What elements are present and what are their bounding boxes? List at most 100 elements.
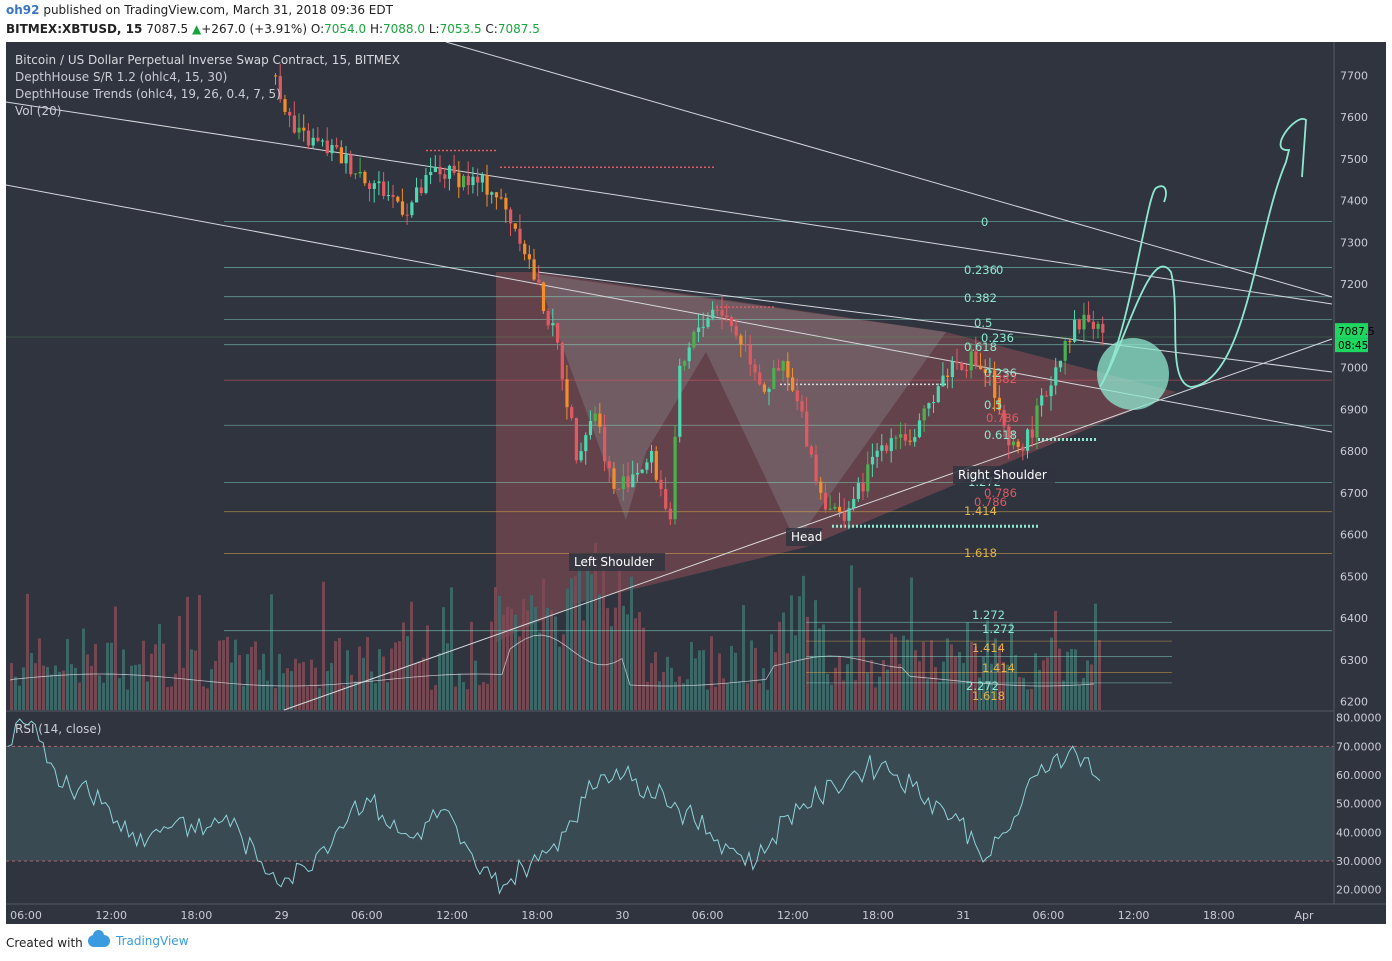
candle-body: [866, 464, 870, 492]
fib-label: 0.382: [964, 291, 997, 305]
volume-bar: [710, 636, 713, 710]
volume-bar: [26, 593, 29, 710]
candle-body: [405, 214, 409, 216]
volume-bar: [498, 596, 501, 710]
candle-body: [635, 472, 640, 475]
trend-line: [445, 42, 1333, 298]
volume-bar: [594, 542, 597, 710]
candle-body: [1073, 319, 1077, 342]
volume-bar: [894, 637, 897, 710]
fib-label: 1.272: [972, 608, 1005, 622]
volume-bar: [858, 587, 861, 710]
candle-body: [744, 344, 748, 346]
volume-bar: [886, 669, 889, 710]
volume-bar: [82, 628, 85, 710]
volume-bar: [554, 616, 557, 710]
candle-body: [946, 375, 950, 378]
volume-bar: [950, 644, 953, 710]
candle-body: [471, 176, 475, 186]
candle-body: [1091, 321, 1095, 329]
volume-bar: [170, 686, 173, 710]
candle-body: [983, 369, 987, 373]
volume-bar: [242, 685, 245, 710]
fib-label: 1.272: [982, 622, 1015, 636]
candle-body: [396, 196, 400, 202]
author-link[interactable]: oh92: [6, 3, 40, 17]
tradingview-link[interactable]: TradingView: [88, 930, 189, 948]
volume-bar: [398, 641, 401, 710]
volume-bar: [590, 574, 593, 710]
candle-body: [880, 445, 884, 451]
chart-canvas[interactable]: 00.236 00.3820.50.2360.6180.2360.3820.50.…: [6, 42, 1386, 924]
volume-bar: [270, 594, 273, 710]
volume-bar: [478, 685, 481, 710]
candle-body: [513, 223, 517, 229]
candle-body: [1040, 395, 1044, 406]
candle-body: [960, 362, 964, 370]
candle-body: [335, 145, 339, 148]
candle-body: [382, 181, 386, 196]
candle-body: [776, 367, 781, 371]
candle-body: [532, 259, 536, 280]
volume-bar: [442, 607, 445, 710]
candle-body: [668, 508, 672, 520]
volume-bar: [534, 607, 537, 710]
volume-bar: [562, 634, 565, 710]
change-value: +267.0 (+3.91%): [201, 22, 308, 36]
volume-bar: [926, 679, 929, 710]
volume-bar: [906, 639, 909, 710]
legend-volume-indicator[interactable]: Vol (20): [15, 104, 62, 118]
volume-bar: [738, 681, 741, 710]
volume-bar: [458, 673, 461, 710]
candle-body: [626, 476, 630, 488]
candle-body: [979, 365, 983, 370]
time-tick-label: 12:00: [777, 909, 809, 922]
volume-bar: [586, 567, 589, 710]
price-tick-label: 7500: [1340, 153, 1368, 166]
candle-body: [734, 326, 738, 336]
volume-bar: [370, 671, 373, 710]
candle-body: [664, 488, 668, 509]
candle-body: [673, 436, 677, 520]
candle-body: [997, 397, 1001, 411]
candle-body: [443, 174, 447, 179]
candle-body: [631, 474, 635, 488]
fib-label: 0.382: [984, 372, 1017, 386]
volume-bar: [222, 640, 225, 710]
rsi-tick-label: 40.0000: [1336, 826, 1382, 839]
volume-bar: [638, 612, 641, 710]
price-tick-label: 7300: [1340, 236, 1368, 249]
candle-body: [1021, 446, 1025, 451]
volume-bar: [494, 587, 497, 710]
volume-bar: [1058, 648, 1061, 710]
volume-bar: [482, 682, 485, 710]
candle-body: [292, 115, 296, 133]
volume-bar: [510, 608, 513, 710]
candle-body: [494, 192, 499, 198]
volume-bar: [406, 636, 409, 710]
fib-label: 0: [981, 215, 988, 229]
rsi-band: [6, 746, 1334, 862]
volume-bar: [874, 687, 877, 710]
volume-bar: [110, 642, 113, 710]
time-tick-label: 18:00: [1203, 909, 1235, 922]
legend-trends-indicator[interactable]: DepthHouse Trends (ohlc4, 19, 26, 0.4, 7…: [15, 87, 281, 101]
chart-area[interactable]: 0 0.236 0 0.382 0.5 0.236 0.618 0.236 0.382 0.5 0.…: [6, 42, 1386, 924]
candle-body: [593, 413, 597, 421]
candle-body: [1049, 385, 1053, 397]
volume-bar: [714, 686, 717, 710]
volume-bar: [394, 642, 397, 710]
volume-bar: [678, 676, 681, 710]
candle-body: [861, 483, 865, 492]
volume-bar: [366, 637, 369, 710]
candle-body: [903, 434, 907, 441]
candle-body: [800, 401, 804, 412]
candle-body: [588, 420, 593, 436]
volume-bar: [994, 638, 997, 710]
legend-sr-indicator[interactable]: DepthHouse S/R 1.2 (ohlc4, 15, 30): [15, 70, 228, 84]
volume-bar: [774, 652, 777, 710]
rsi-line: [7, 718, 1101, 895]
volume-bar: [1002, 661, 1005, 710]
candle-body: [885, 445, 889, 452]
candle-body: [621, 476, 625, 489]
